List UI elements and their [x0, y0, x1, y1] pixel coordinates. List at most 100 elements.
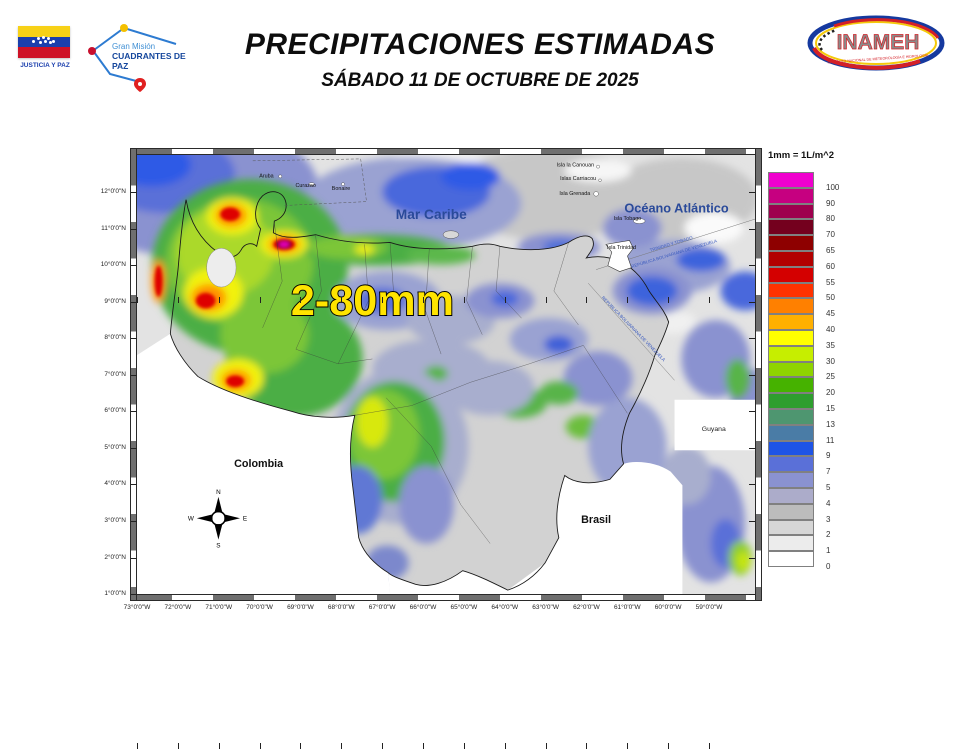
justicia-y-paz-label: JUSTICIA Y PAZ — [20, 62, 70, 69]
lon-tick-label: 63°0'0"W — [532, 604, 559, 611]
axis-tick — [749, 374, 755, 376]
axis-tick — [749, 411, 755, 413]
compass-w: W — [188, 516, 194, 523]
legend-value: 90 — [826, 198, 835, 208]
legend-swatch — [768, 219, 814, 236]
axis-tick — [131, 228, 137, 230]
axis-tick — [131, 484, 137, 486]
page-title: PRECIPITACIONES ESTIMADAS — [244, 28, 716, 61]
legend-row: 5 — [768, 472, 898, 492]
legend-swatch — [768, 250, 814, 267]
legend-swatch — [768, 314, 814, 330]
legend-swatch — [768, 172, 814, 188]
legend-row: 20 — [768, 377, 898, 397]
axis-tick — [545, 297, 547, 303]
aruba-label: Aruba — [259, 173, 273, 179]
axis-tick — [463, 297, 465, 303]
axis-tick — [463, 743, 465, 749]
tobago-island — [633, 218, 646, 224]
carriacou-label: Islas Carriacou — [560, 176, 596, 182]
legend-value: 7 — [826, 467, 831, 477]
lat-tick-label: 6°0'0"N — [104, 407, 126, 415]
legend-swatch — [768, 282, 814, 299]
axis-tick — [259, 297, 261, 303]
axis-tick — [382, 297, 384, 303]
axis-tick — [709, 297, 711, 303]
axis-tick — [218, 297, 220, 303]
legend-value: 80 — [826, 214, 835, 224]
lon-tick-label: 71°0'0"W — [205, 604, 233, 611]
trinidad-label: Isla Trinidad — [607, 245, 636, 251]
legend-value: 9 — [826, 451, 831, 461]
precip-range-annotation: 2-80mm — [291, 277, 454, 325]
legend-value: 3 — [826, 514, 831, 524]
legend-value: 25 — [826, 372, 835, 382]
guyana-label: Guyana — [702, 426, 726, 433]
axis-tick — [749, 265, 755, 267]
state-borders — [262, 222, 628, 544]
legend-row: 45 — [768, 298, 898, 318]
axis-tick — [382, 743, 384, 749]
axis-tick — [137, 743, 138, 749]
mar-caribe-label: Mar Caribe — [396, 207, 467, 222]
legend-row: 4 — [768, 487, 898, 508]
axis-tick — [423, 297, 425, 303]
lon-tick-label: 62°0'0"W — [573, 604, 600, 611]
maritime-boundary-dashed — [252, 158, 367, 206]
lake-maracaibo — [206, 247, 237, 288]
grenada-label: Isla Grenada — [559, 191, 590, 197]
legend-value: 13 — [826, 419, 835, 429]
lon-tick-label: 59°0'0"W — [695, 604, 723, 611]
legend-row: 7 — [768, 456, 898, 476]
legend-row: 100 — [768, 172, 898, 192]
canouan-label: Isla la Canouan — [557, 163, 594, 169]
legend-value: 20 — [826, 388, 835, 398]
legend-row: 30 — [768, 345, 898, 366]
axis-tick — [177, 297, 179, 303]
legend-value: 50 — [826, 293, 835, 303]
axis-tick — [131, 192, 137, 193]
legend-swatch — [768, 424, 814, 441]
axis-tick — [545, 743, 547, 749]
trinidad-island — [605, 240, 634, 272]
lat-tick-label: 8°0'0"N — [104, 334, 126, 342]
lon-tick-label: 64°0'0"W — [491, 604, 519, 611]
map-frame-left — [130, 148, 137, 601]
axis-tick — [131, 374, 137, 376]
legend-value: 35 — [826, 340, 835, 350]
cuadrantes-de-paz-logo: Gran Misión CUADRANTES DE PAZ — [80, 22, 198, 92]
lat-tick-label: 4°0'0"N — [104, 480, 126, 488]
legend-row: 60 — [768, 250, 898, 271]
axis-tick — [131, 594, 137, 596]
axis-tick — [749, 447, 755, 449]
legend-value: 2 — [826, 530, 831, 540]
legend-value: 4 — [826, 498, 831, 508]
map-frame-right — [755, 148, 762, 601]
legend-value: 40 — [826, 325, 835, 335]
legend-row: 15 — [768, 393, 898, 413]
legend-row: 50 — [768, 282, 898, 303]
legend-row: 2 — [768, 519, 898, 540]
legend-swatch — [768, 361, 814, 378]
axis-tick — [131, 411, 137, 413]
axis-tick — [341, 743, 343, 749]
legend-swatch — [768, 235, 814, 251]
axis-tick — [749, 594, 755, 596]
legend-value: 65 — [826, 246, 835, 256]
legend-value: 100 — [826, 182, 840, 192]
axis-tick — [749, 192, 755, 193]
axis-tick — [131, 265, 137, 267]
legend-swatch — [768, 408, 814, 425]
legend-swatch — [768, 440, 814, 457]
axis-tick — [300, 297, 302, 303]
page-title-block: PRECIPITACIONES ESTIMADAS SÁBADO 11 DE O… — [0, 28, 960, 92]
small-islands — [278, 164, 602, 197]
legend-swatch — [768, 393, 814, 409]
lon-tick-label: 66°0'0"W — [409, 604, 437, 611]
precipitation-legend: 1mm = 1L/m^2 100 90 80 70 65 60 55 50 45 40 35 30 25… — [768, 150, 898, 571]
map-frame-bottom — [130, 594, 762, 601]
axis-tick — [627, 743, 629, 749]
legend-value: 60 — [826, 261, 835, 271]
axis-tick — [131, 520, 137, 522]
legend-value: 70 — [826, 230, 835, 240]
